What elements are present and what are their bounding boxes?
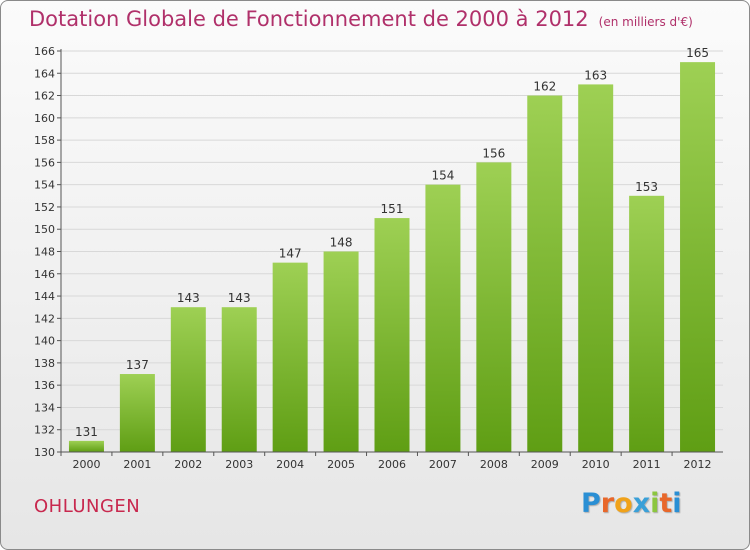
x-tick-label: 2009 bbox=[531, 458, 559, 471]
y-tick-label: 152 bbox=[34, 201, 55, 214]
y-tick-label: 140 bbox=[34, 335, 55, 348]
bar-value-label: 147 bbox=[279, 247, 302, 261]
x-tick-label: 2008 bbox=[480, 458, 508, 471]
logo-letter: P bbox=[581, 488, 601, 519]
bar-value-label: 162 bbox=[533, 80, 556, 94]
logo-letter: r bbox=[600, 488, 615, 519]
logo-letter: i bbox=[650, 488, 660, 519]
unit-note: (en milliers d'€) bbox=[598, 15, 693, 29]
y-tick-label: 134 bbox=[34, 401, 55, 414]
x-tick-label: 2002 bbox=[174, 458, 202, 471]
bar-value-label: 143 bbox=[228, 291, 251, 305]
bar-value-label: 156 bbox=[482, 146, 505, 160]
x-tick-label: 2011 bbox=[633, 458, 661, 471]
bar-value-label: 154 bbox=[431, 169, 454, 183]
y-tick-label: 156 bbox=[34, 156, 55, 169]
logo-letter: i bbox=[672, 488, 682, 519]
y-tick-label: 160 bbox=[34, 112, 55, 125]
x-tick-label: 2004 bbox=[276, 458, 304, 471]
bar bbox=[680, 62, 716, 453]
bar bbox=[527, 95, 563, 453]
y-tick-label: 150 bbox=[34, 223, 55, 236]
bar-value-label: 137 bbox=[126, 358, 149, 372]
bar bbox=[119, 374, 155, 452]
bar bbox=[476, 162, 512, 452]
y-tick-label: 146 bbox=[34, 268, 55, 281]
bar-value-label: 143 bbox=[177, 291, 200, 305]
commune-name: OHLUNGEN bbox=[34, 496, 141, 517]
x-tick-label: 2007 bbox=[429, 458, 457, 471]
bar bbox=[170, 307, 206, 452]
bars: 131 137 143 143 147 148 151 154 156 162 163 153 165 bbox=[68, 46, 716, 453]
proxiti-logo: Proxiti bbox=[581, 488, 682, 519]
y-tick-label: 148 bbox=[34, 246, 55, 259]
y-tick-label: 136 bbox=[34, 379, 55, 392]
x-tick-label: 2003 bbox=[225, 458, 253, 471]
x-tick-label: 2000 bbox=[72, 458, 100, 471]
bar bbox=[221, 307, 257, 452]
x-tick-label: 2001 bbox=[123, 458, 151, 471]
bar-value-label: 151 bbox=[381, 202, 404, 216]
y-tick-label: 166 bbox=[34, 45, 55, 58]
logo-letter: x bbox=[632, 488, 651, 519]
bar-value-label: 153 bbox=[635, 180, 658, 194]
x-tick-label: 2005 bbox=[327, 458, 355, 471]
y-tick-label: 138 bbox=[34, 357, 55, 370]
logo-letter: o bbox=[614, 488, 633, 519]
bar bbox=[323, 251, 359, 452]
y-tick-label: 144 bbox=[34, 290, 55, 303]
bar bbox=[272, 262, 308, 452]
y-tick-label: 158 bbox=[34, 134, 55, 147]
x-tick-label: 2012 bbox=[684, 458, 712, 471]
y-tick-label: 164 bbox=[34, 67, 55, 80]
y-tick-label: 132 bbox=[34, 424, 55, 437]
bar-value-label: 165 bbox=[686, 46, 709, 60]
y-tick-label: 130 bbox=[34, 446, 55, 459]
bar bbox=[68, 440, 104, 452]
y-tick-label: 142 bbox=[34, 312, 55, 325]
logo-letter: t bbox=[659, 488, 673, 519]
y-tick-label: 154 bbox=[34, 179, 55, 192]
y-tick-label: 162 bbox=[34, 90, 55, 103]
chart-title: Dotation Globale de Fonctionnement de 20… bbox=[29, 7, 693, 31]
x-tick-label: 2010 bbox=[582, 458, 610, 471]
bar bbox=[629, 195, 665, 453]
x-tick-label: 2006 bbox=[378, 458, 406, 471]
chart-title-text: Dotation Globale de Fonctionnement de 20… bbox=[29, 7, 589, 31]
bar bbox=[374, 218, 410, 452]
axes: 1301321341361381401421441461481501521541… bbox=[34, 45, 723, 471]
bar-value-label: 148 bbox=[330, 236, 353, 250]
bar bbox=[425, 184, 461, 452]
bar-value-label: 131 bbox=[75, 425, 98, 439]
bar bbox=[578, 84, 614, 453]
bar-value-label: 163 bbox=[584, 68, 607, 82]
